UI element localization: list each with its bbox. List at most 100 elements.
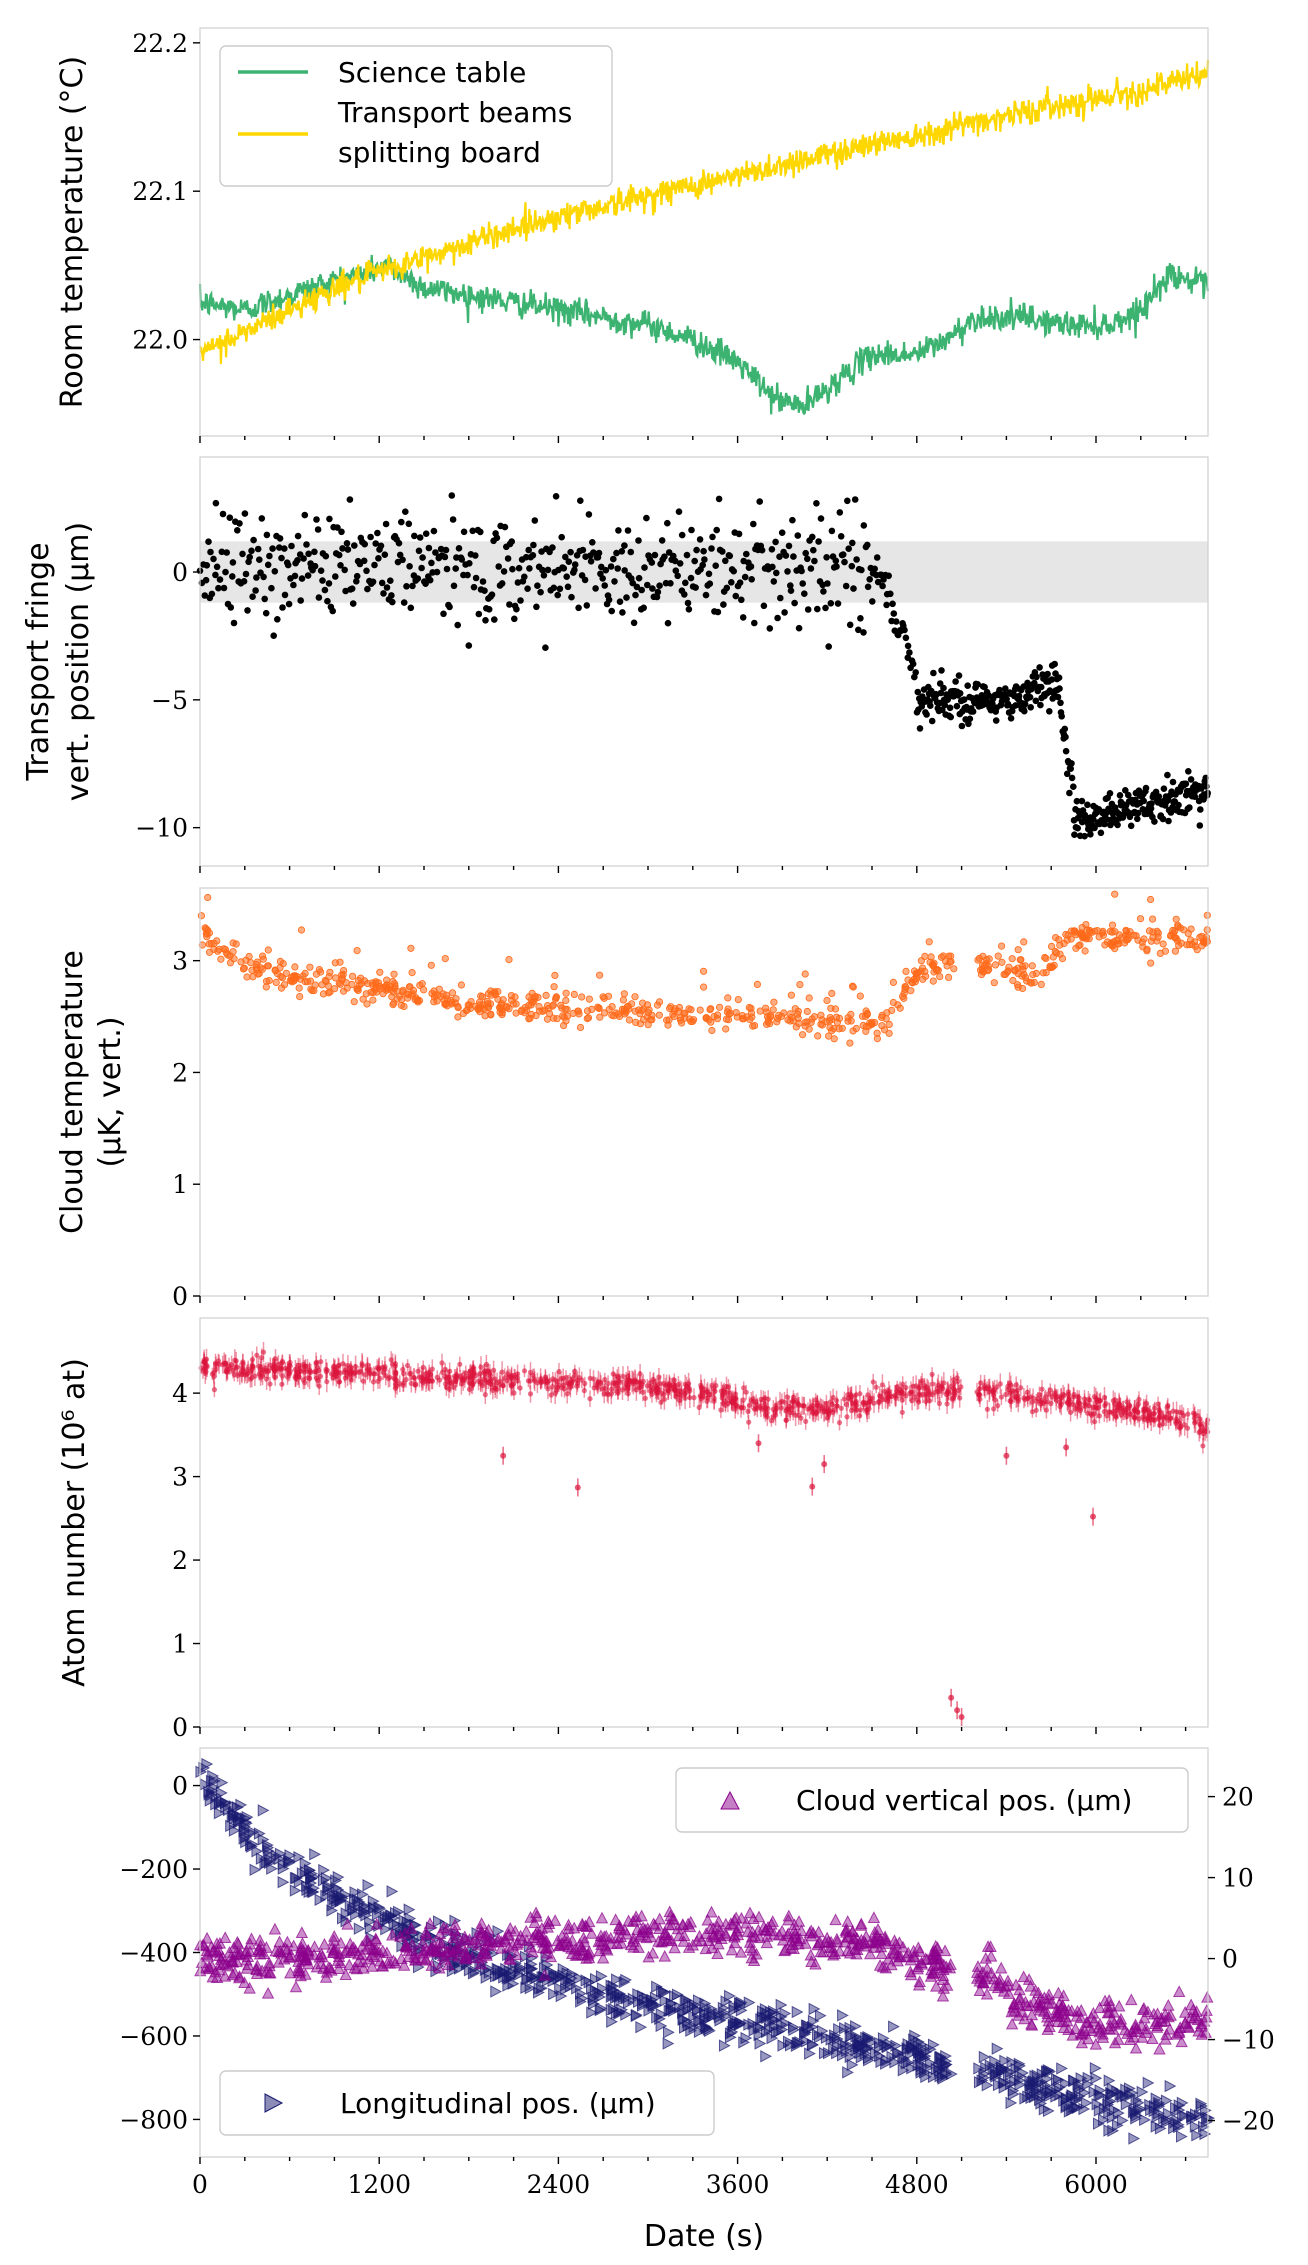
longitudinal-point: [257, 1804, 270, 1817]
data-point: [1184, 1425, 1191, 1431]
data-point: [1037, 701, 1044, 709]
data-point: [706, 580, 714, 587]
data-point: [383, 584, 391, 591]
data-point: [1192, 1411, 1198, 1417]
data-point: [635, 537, 642, 544]
data-point: [521, 573, 528, 581]
y-axis-label-line: Transport fringe: [21, 542, 56, 781]
data-point: [542, 644, 549, 651]
data-point: [1187, 776, 1195, 783]
data-point: [1015, 1398, 1021, 1404]
data-point: [475, 998, 484, 1006]
data-point: [696, 536, 704, 543]
data-point: [239, 550, 246, 558]
data-point: [355, 981, 363, 990]
data-point: [422, 580, 429, 587]
data-point: [324, 597, 331, 605]
data-point: [1076, 930, 1084, 938]
data-point: [315, 1378, 321, 1384]
data-point: [372, 540, 380, 547]
data-point: [602, 566, 610, 574]
data-point: [1164, 1404, 1170, 1410]
data-point: [288, 542, 295, 550]
data-point: [1102, 1402, 1108, 1409]
data-point: [636, 1384, 643, 1390]
data-point: [1051, 660, 1058, 668]
data-point: [395, 992, 404, 1000]
data-point: [1134, 815, 1141, 823]
data-point: [804, 606, 812, 613]
data-point: [1172, 915, 1180, 923]
data-point: [778, 529, 786, 536]
data-point: [601, 582, 608, 589]
data-point: [231, 1371, 237, 1378]
data-point: [885, 1029, 893, 1037]
data-point: [1108, 928, 1116, 936]
data-point: [1002, 685, 1009, 692]
data-point: [817, 515, 825, 522]
data-point: [1147, 805, 1155, 812]
longitudinal-point: [249, 1863, 262, 1877]
data-point: [801, 970, 809, 978]
data-point: [214, 947, 222, 955]
data-point: [1121, 939, 1129, 947]
data-point: [467, 1369, 473, 1375]
y-tick-label: 22.0: [132, 326, 188, 355]
data-point: [425, 1377, 432, 1383]
data-point: [377, 542, 385, 550]
data-point: [418, 564, 425, 572]
data-point: [557, 1001, 565, 1010]
data-point: [930, 968, 938, 976]
data-point: [786, 1010, 794, 1018]
data-point: [538, 1376, 544, 1382]
data-point: [571, 566, 578, 574]
data-point: [670, 552, 677, 560]
data-point: [1018, 984, 1027, 993]
data-point: [210, 939, 218, 948]
panel-frame: [199, 456, 1209, 867]
data-point: [873, 554, 881, 561]
data-point: [796, 1412, 802, 1418]
data-point: [479, 578, 487, 585]
data-point: [459, 1009, 467, 1018]
data-point: [674, 572, 681, 580]
data-point: [1015, 692, 1023, 700]
data-point: [1031, 679, 1038, 687]
x-axis-ticks: [199, 436, 1187, 443]
data-point: [602, 1376, 608, 1383]
data-point: [647, 1388, 653, 1394]
data-point: [278, 554, 285, 562]
data-point: [198, 941, 206, 949]
data-point: [723, 584, 731, 592]
data-point: [746, 1015, 754, 1024]
data-point: [441, 954, 449, 963]
data-point: [571, 561, 579, 568]
data-point: [770, 1414, 777, 1420]
data-point: [595, 549, 603, 557]
data-point: [1200, 1427, 1206, 1433]
data-point: [567, 1381, 573, 1387]
data-point: [457, 1361, 463, 1367]
cloud-temperature-points: [197, 890, 1211, 1047]
data-point: [889, 600, 896, 608]
data-point: [254, 545, 262, 553]
data-point: [239, 965, 248, 973]
data-point: [964, 682, 971, 689]
data-point: [936, 680, 944, 687]
data-point: [847, 1010, 855, 1019]
data-point: [878, 1022, 886, 1030]
data-point: [1071, 831, 1078, 838]
data-point: [226, 952, 234, 960]
data-point: [625, 1016, 634, 1024]
longitudinal-point: [1136, 2085, 1149, 2099]
data-point: [416, 981, 424, 989]
data-point: [736, 579, 744, 586]
data-point: [399, 556, 406, 564]
data-point: [1014, 969, 1022, 978]
data-point: [236, 520, 243, 527]
data-point: [672, 567, 680, 574]
data-point: [563, 1005, 571, 1013]
data-point: [706, 1005, 714, 1014]
data-point: [998, 958, 1006, 966]
y-axis-ticks: 0 −5 −10: [135, 558, 200, 843]
